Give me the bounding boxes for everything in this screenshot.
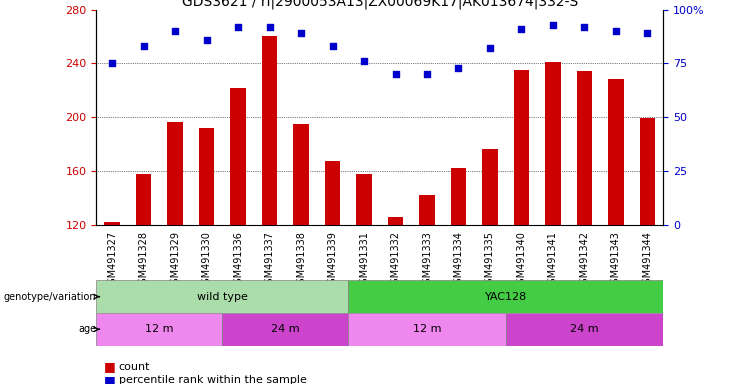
Text: ■: ■: [104, 360, 116, 373]
Bar: [576, 71, 592, 225]
Point: [201, 36, 213, 43]
Bar: [293, 124, 309, 225]
Bar: [608, 79, 624, 225]
Point: [327, 43, 339, 49]
Bar: [96, 313, 222, 346]
Text: ■: ■: [104, 374, 116, 384]
Text: count: count: [119, 362, 150, 372]
Text: age: age: [79, 324, 96, 334]
Text: percentile rank within the sample: percentile rank within the sample: [119, 375, 307, 384]
Bar: [325, 161, 340, 225]
Point: [421, 71, 433, 77]
Point: [610, 28, 622, 34]
Title: GDS3621 / ri|2900053A13|ZX00069K17|AK013674|332-S: GDS3621 / ri|2900053A13|ZX00069K17|AK013…: [182, 0, 578, 9]
Bar: [222, 313, 348, 346]
Text: 24 m: 24 m: [570, 324, 599, 334]
Bar: [230, 88, 246, 225]
Point: [516, 26, 528, 32]
Point: [264, 24, 276, 30]
Point: [106, 60, 118, 66]
Bar: [388, 217, 403, 225]
Point: [547, 22, 559, 28]
Point: [453, 65, 465, 71]
Bar: [96, 280, 348, 313]
Bar: [545, 62, 561, 225]
Bar: [419, 195, 435, 225]
Bar: [505, 313, 663, 346]
Bar: [199, 128, 214, 225]
Bar: [262, 36, 277, 225]
Point: [295, 30, 307, 36]
Point: [579, 24, 591, 30]
Bar: [167, 122, 183, 225]
Text: wild type: wild type: [197, 291, 247, 302]
Text: genotype/variation: genotype/variation: [4, 291, 96, 302]
Text: 12 m: 12 m: [413, 324, 441, 334]
Point: [169, 28, 181, 34]
Text: 12 m: 12 m: [145, 324, 173, 334]
Bar: [136, 174, 151, 225]
Bar: [482, 149, 498, 225]
Point: [390, 71, 402, 77]
Point: [138, 43, 150, 49]
Point: [358, 58, 370, 64]
Text: YAC128: YAC128: [485, 291, 527, 302]
Point: [642, 30, 654, 36]
Point: [484, 45, 496, 51]
Bar: [356, 174, 372, 225]
Text: 24 m: 24 m: [271, 324, 299, 334]
Bar: [514, 70, 529, 225]
Bar: [639, 118, 655, 225]
Bar: [348, 313, 505, 346]
Point: [232, 24, 244, 30]
Bar: [348, 280, 663, 313]
Bar: [104, 222, 120, 225]
Bar: [451, 168, 466, 225]
